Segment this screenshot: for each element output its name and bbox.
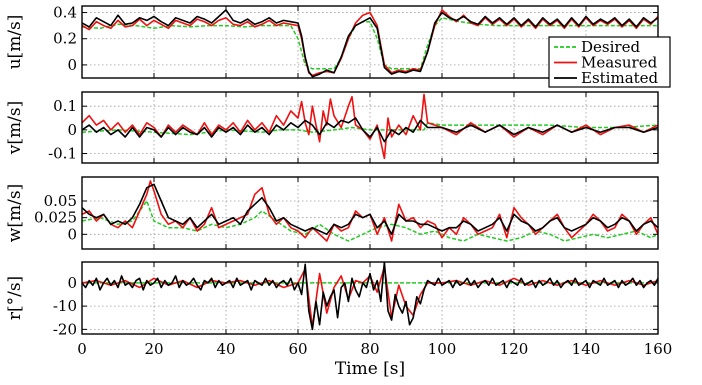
panel-3-series-estimated-line — [82, 262, 658, 331]
legend-label-measured: Measured — [581, 54, 658, 72]
panel-0-ytick-label-2: 0 — [67, 56, 77, 74]
panel-2-series-estimated-line — [82, 183, 658, 236]
panel-1-plot-area — [82, 93, 658, 160]
panel-3-plot-area — [82, 262, 658, 331]
panel-2-ytick-label-0: 0.05 — [44, 192, 77, 210]
panel-1-ytick-label-1: 0 — [67, 121, 77, 139]
panel-2-frame — [81, 176, 659, 250]
panel-2-plot-area — [82, 180, 658, 242]
x-axis-label: Time [s] — [335, 359, 405, 379]
panel-1-ylabel: v[m/s] — [5, 101, 25, 155]
xtick-label-5: 100 — [428, 340, 457, 358]
xtick-label-8: 160 — [644, 340, 673, 358]
xtick-label-4: 80 — [360, 340, 379, 358]
xtick-label-7: 140 — [572, 340, 601, 358]
panel-1-ytick-label-0: 0.1 — [53, 97, 77, 115]
legend-label-desired: Desired — [581, 38, 640, 56]
panel-0-plot-area — [82, 9, 658, 78]
xtick-label-3: 60 — [288, 340, 307, 358]
panel-2-series-desired-line — [82, 200, 658, 242]
legend-label-estimated: Estimated — [581, 69, 659, 87]
panel-0-series-estimated-line — [82, 9, 658, 78]
panel-3-frame — [81, 261, 659, 335]
xtick-label-0: 0 — [77, 340, 87, 358]
panel-0-ytick-label-0: 0.4 — [53, 4, 77, 22]
panel-3-ytick-label-2: -20 — [53, 320, 77, 338]
panel-0-ytick-label-1: 0.2 — [53, 30, 77, 48]
xtick-label-1: 20 — [144, 340, 163, 358]
panel-1-series-estimated-line — [82, 117, 658, 143]
panel-2-ylabel: w[m/s] — [5, 184, 25, 242]
panel-3-ytick-label-0: 0 — [67, 274, 77, 292]
xtick-label-6: 120 — [500, 340, 529, 358]
panel-1-frame — [81, 91, 659, 164]
panel-2-ytick-label-1: 0.025 — [34, 209, 77, 227]
panel-0-series-measured-line — [82, 9, 658, 77]
panel-2-ytick-label-2: 0 — [67, 225, 77, 243]
xtick-label-2: 40 — [216, 340, 235, 358]
panel-3-ytick-label-1: -10 — [53, 297, 77, 315]
panel-3-ylabel: r[°/s] — [5, 276, 25, 320]
panel-0-ylabel: u[m/s] — [5, 15, 25, 70]
panel-1-ytick-label-2: -0.1 — [48, 145, 77, 163]
